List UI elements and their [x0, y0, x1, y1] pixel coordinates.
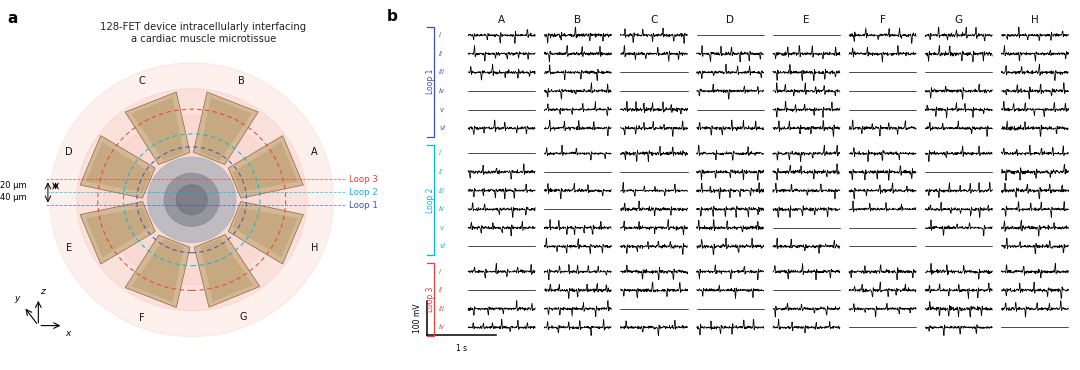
Text: 20 μm: 20 μm — [0, 181, 27, 191]
Text: A: A — [498, 15, 505, 25]
Polygon shape — [80, 135, 156, 198]
Text: vi: vi — [440, 243, 445, 249]
Text: A: A — [311, 147, 318, 157]
Polygon shape — [125, 235, 190, 307]
Polygon shape — [232, 142, 298, 192]
Text: Loop 3: Loop 3 — [426, 287, 434, 312]
Text: H: H — [1031, 15, 1039, 25]
Text: ii: ii — [440, 169, 443, 175]
Text: i: i — [440, 151, 441, 157]
Circle shape — [148, 157, 235, 242]
Text: D: D — [65, 147, 72, 157]
Polygon shape — [132, 239, 184, 302]
Text: b: b — [387, 9, 397, 24]
Text: Loop 1: Loop 1 — [349, 201, 378, 210]
Text: B: B — [238, 77, 245, 87]
Polygon shape — [228, 201, 303, 264]
Circle shape — [50, 63, 334, 337]
Text: iv: iv — [440, 88, 445, 94]
Polygon shape — [85, 142, 151, 192]
Text: B: B — [575, 15, 581, 25]
Text: iii: iii — [440, 306, 445, 312]
Text: 100 mV: 100 mV — [413, 303, 422, 333]
Text: 128-FET device intracellularly interfacing
a cardiac muscle microtissue: 128-FET device intracellularly interfaci… — [100, 22, 307, 44]
Text: 1 s: 1 s — [456, 344, 468, 353]
Text: v: v — [440, 107, 443, 112]
Polygon shape — [80, 201, 156, 264]
Text: x: x — [66, 329, 71, 338]
Text: C: C — [138, 77, 146, 87]
Text: Loop 1: Loop 1 — [426, 69, 434, 94]
Circle shape — [164, 174, 219, 226]
Polygon shape — [193, 92, 258, 165]
Polygon shape — [132, 97, 184, 161]
Polygon shape — [228, 135, 303, 198]
Text: F: F — [139, 313, 145, 323]
Polygon shape — [232, 208, 298, 258]
Text: i: i — [440, 32, 441, 38]
Text: z: z — [40, 287, 45, 296]
Text: iv: iv — [440, 324, 445, 330]
Circle shape — [77, 89, 307, 311]
Text: ii: ii — [440, 51, 443, 57]
Text: iii: iii — [440, 70, 445, 75]
Text: Loop 3: Loop 3 — [349, 175, 378, 184]
Polygon shape — [201, 239, 253, 302]
Text: E: E — [66, 243, 72, 253]
Text: iv: iv — [440, 206, 445, 212]
Polygon shape — [194, 235, 260, 307]
Text: C: C — [650, 15, 658, 25]
Text: a: a — [8, 11, 18, 26]
Text: H: H — [311, 243, 318, 253]
Text: ii: ii — [440, 287, 443, 293]
Text: G: G — [240, 312, 247, 322]
Text: Loop 2: Loop 2 — [426, 187, 434, 213]
Polygon shape — [125, 92, 190, 165]
Text: Loop 2: Loop 2 — [349, 188, 378, 197]
Text: 40 μm: 40 μm — [0, 194, 27, 202]
Polygon shape — [85, 208, 151, 258]
Text: y: y — [14, 295, 19, 303]
Circle shape — [176, 185, 207, 215]
Text: iii: iii — [440, 188, 445, 194]
Text: E: E — [804, 15, 810, 25]
Text: G: G — [955, 15, 962, 25]
Text: i: i — [440, 269, 441, 275]
Text: F: F — [879, 15, 886, 25]
Circle shape — [104, 115, 280, 285]
Text: v: v — [440, 225, 443, 231]
Text: D: D — [726, 15, 734, 25]
Text: vi: vi — [440, 125, 445, 131]
Polygon shape — [200, 97, 252, 161]
